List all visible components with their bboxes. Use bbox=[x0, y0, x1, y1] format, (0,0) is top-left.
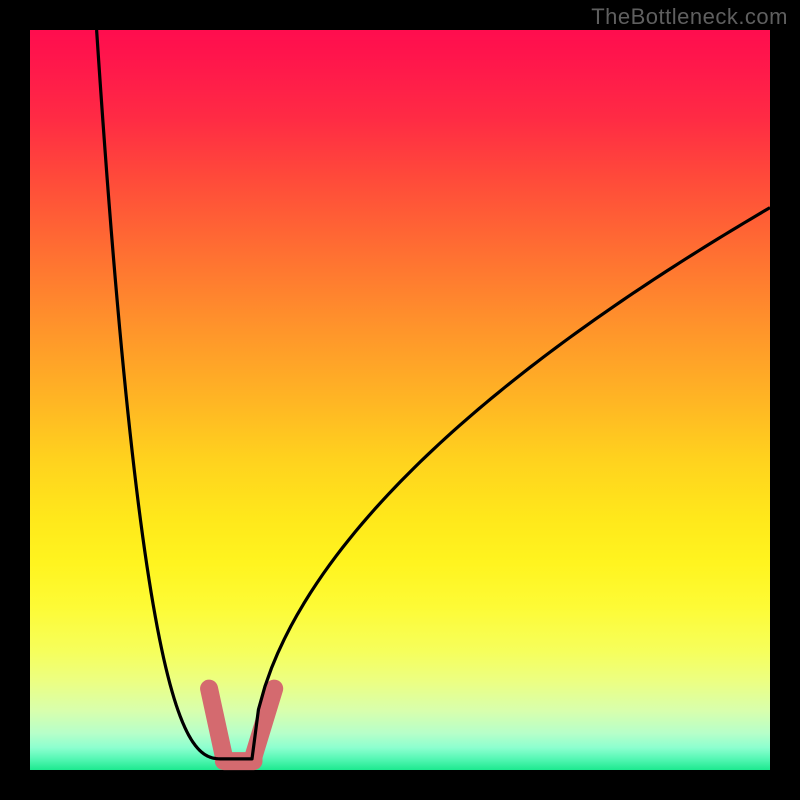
bottleneck-curve-chart bbox=[0, 0, 800, 800]
chart-background-gradient bbox=[30, 30, 770, 770]
watermark-text: TheBottleneck.com bbox=[591, 4, 788, 30]
chart-frame: TheBottleneck.com bbox=[0, 0, 800, 800]
